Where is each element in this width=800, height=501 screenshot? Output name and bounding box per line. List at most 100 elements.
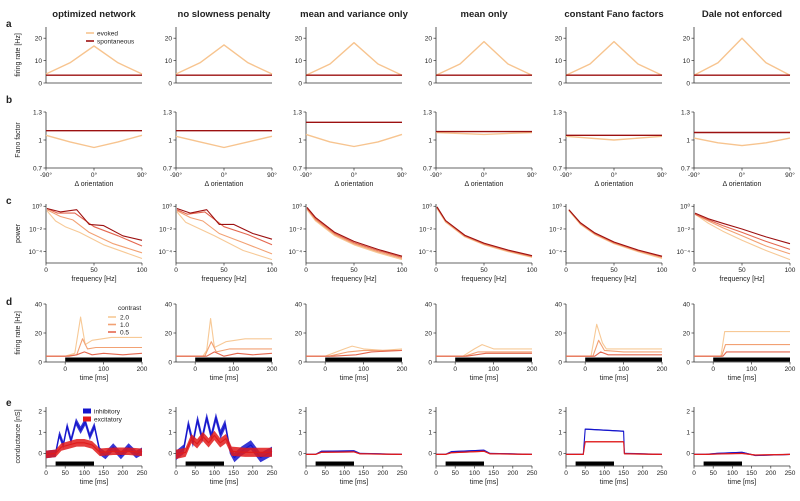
panel-e-4-ytick-label: 1	[428, 430, 432, 437]
panel-b-4-line-evoked	[435, 131, 533, 136]
panel-e-2-xtick-label: 50	[192, 470, 200, 477]
panel-b-5-ytick-label: 1	[558, 137, 562, 144]
panel-c-4-line-0_5	[436, 207, 533, 257]
panel-d-1-xtick-label: 100	[98, 366, 109, 373]
panel-c-2-ytick-label: 10⁰	[162, 203, 172, 211]
panel-d-4-line-2_0	[436, 344, 532, 357]
panel-b-2-xtick-label: -90°	[170, 171, 182, 179]
panel-e-1-xtick-label: 150	[98, 470, 109, 477]
panel-b-4-ytick-label: 1.3	[423, 109, 432, 116]
panel-d-3-ytick-label: 40	[295, 301, 303, 308]
panel-a-1-ytick-label: 0	[38, 80, 42, 87]
panel-a-1-ytick-label: 20	[35, 36, 43, 43]
panel-e-4-xtick-label: 100	[469, 470, 480, 477]
panel-e-2-xtick-label: 150	[228, 470, 239, 477]
panel-b-4-xtick-label: 0°	[481, 171, 488, 179]
panel-e-1-ytick-label: 1	[38, 430, 42, 437]
panel-b-1-xtick-label: 0°	[91, 171, 98, 179]
panel-e-6-xtick-label: 50	[710, 470, 718, 477]
panel-e-6-stimulus-bar	[703, 461, 742, 466]
panel-a-3-ytick-label: 20	[295, 36, 303, 43]
panel-b-3-line-evoked	[305, 133, 403, 148]
panel-e-5-band-excitatory	[566, 441, 662, 455]
panel-a-4-ytick-label: 10	[425, 58, 433, 65]
panel-c-3-line-0_0	[306, 207, 403, 257]
panel-c-5-xtick-label: 0	[564, 267, 568, 274]
panel-d-6-xtick-label: 100	[746, 366, 757, 373]
panel-e-2-xtick-label: 100	[209, 470, 220, 477]
panel-d-4-xtick-label: 0	[453, 366, 457, 373]
panel-d-2-line-0_5	[176, 351, 273, 357]
row-label-e: e	[6, 398, 12, 409]
panel-a-5-ytick-label: 20	[555, 36, 563, 43]
panel-e-5-xtick-label: 200	[637, 470, 648, 477]
panel-c-1-line-1_0	[46, 209, 143, 254]
legend-label-evoked: evoked	[97, 30, 118, 37]
panel-d-5-xtick-label: 100	[618, 366, 629, 373]
panel-a-5-ytick-label: 10	[555, 58, 563, 65]
panel-e-6-line-excitatory	[694, 452, 791, 456]
column-title-1: optimized network	[52, 9, 136, 20]
panel-a-2-ytick-label: 0	[168, 80, 172, 87]
panel-e-3-ytick-label: 0	[298, 451, 302, 458]
panel-c-5-line-2_0	[568, 210, 663, 260]
panel-b-3-ytick-label: 0.7	[293, 165, 302, 172]
panel-c-4-line-2_0	[436, 208, 533, 258]
panel-c-5-xtick-label: 100	[657, 267, 668, 274]
panel-d-2-xlabel: time [ms]	[210, 375, 238, 382]
panel-e-2-xtick-label: 0	[174, 470, 178, 477]
panel-d-5-line-0_5	[566, 351, 662, 357]
panel-d-1-xtick-label: 0	[63, 366, 67, 373]
panel-e-1-xtick-label: 200	[117, 470, 128, 477]
panel-b-3-xtick-label: -90°	[300, 171, 312, 179]
panel-d-6-line-2_0	[694, 331, 790, 357]
panel-d-3-stimulus-bar	[325, 357, 402, 362]
legend-label-contrast-2_0: 2.0	[120, 314, 129, 321]
panel-d-4-ytick-label: 0	[428, 359, 432, 366]
panel-b-1-line-evoked	[45, 134, 143, 149]
panel-b-2-ytick-label: 0.7	[163, 165, 172, 172]
panel-d-1-line-1_0	[46, 338, 142, 357]
panel-e-1-ytick-label: 0	[38, 451, 42, 458]
panel-c-3-xlabel: frequency [Hz]	[331, 276, 376, 283]
panel-b-3-xtick-label: 0°	[351, 171, 358, 179]
panel-d-5-stimulus-bar	[585, 357, 662, 362]
panel-b-1-xtick-label: -90°	[40, 171, 52, 179]
legend-label-contrast-0_5: 0.5	[120, 329, 129, 336]
panel-c-1-line-0_0	[46, 207, 143, 241]
panel-c-5-line-1_0	[568, 209, 663, 258]
panel-e-6-xtick-label: 0	[692, 470, 696, 477]
panel-c-3-line-1_0	[306, 208, 403, 260]
panel-e-5-stimulus-bar	[575, 461, 614, 466]
panel-e-5-ytick-label: 1	[558, 430, 562, 437]
panel-d-2-stimulus-bar	[195, 357, 272, 362]
column-title-3: mean and variance only	[300, 9, 408, 20]
panel-d-2-ytick-label: 0	[168, 359, 172, 366]
panel-c-5-line-0_0	[568, 209, 663, 257]
panel-e-1-ylabel: conductance [nS]	[15, 409, 22, 463]
panel-c-1-ytick-label: 10⁻⁴	[29, 249, 43, 256]
panel-d-3-ytick-label: 0	[298, 359, 302, 366]
panel-b-6-xlabel: Δ orientation	[723, 181, 762, 188]
panel-c-2-xtick-label: 0	[174, 267, 178, 274]
panel-c-4-ytick-label: 10⁰	[422, 203, 432, 211]
panel-b-2-xtick-label: 0°	[221, 171, 228, 179]
column-title-5: constant Fano factors	[564, 9, 663, 20]
panel-d-1-ytick-label: 20	[35, 330, 43, 337]
panel-a-1-ytick-label: 10	[35, 58, 43, 65]
panel-d-2-ytick-label: 40	[165, 301, 173, 308]
panel-c-2-ytick-label: 10⁻⁴	[159, 249, 173, 256]
panel-c-6-ytick-label: 10⁰	[680, 203, 690, 211]
panel-c-6-ytick-label: 10⁻⁴	[677, 249, 691, 256]
panel-b-5-line-evoked	[565, 135, 663, 141]
panel-a-3-line-evoked	[305, 42, 403, 76]
panel-e-6-xtick-label: 250	[785, 470, 796, 477]
panel-a-4-ytick-label: 20	[425, 36, 433, 43]
panel-c-6-xlabel: frequency [Hz]	[719, 276, 764, 283]
legend-swatch-excitatory	[83, 416, 91, 422]
panel-c-4-line-0_0	[436, 206, 533, 257]
panel-e-1-xlabel: time [ms]	[80, 479, 108, 486]
panel-e-3-xtick-label: 0	[304, 470, 308, 477]
panel-e-3-xtick-label: 100	[339, 470, 350, 477]
